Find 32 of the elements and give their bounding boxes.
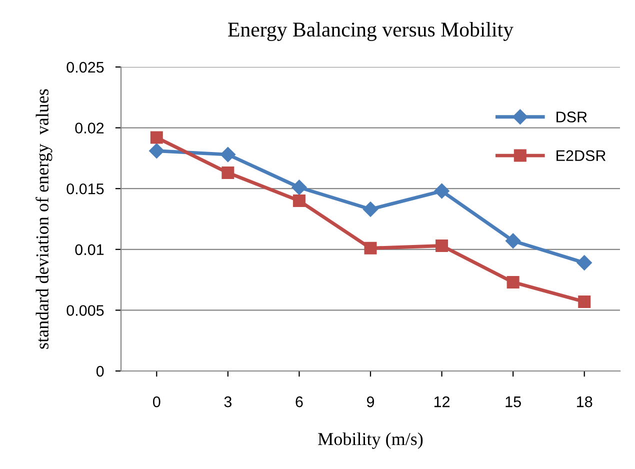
y-tick-label: 0.01 bbox=[75, 244, 104, 256]
y-tick-label: 0.025 bbox=[66, 62, 104, 73]
point bbox=[150, 131, 163, 144]
legend-label: DSR bbox=[556, 112, 587, 122]
y-tick-label: 0 bbox=[96, 366, 104, 377]
x-tick-label: 15 bbox=[506, 396, 521, 408]
point bbox=[364, 242, 377, 254]
point bbox=[222, 166, 234, 180]
y-tick-label: 0.015 bbox=[66, 183, 104, 194]
y-tick-label: 0.02 bbox=[75, 122, 104, 134]
point bbox=[436, 240, 448, 252]
point bbox=[506, 276, 520, 288]
point bbox=[506, 233, 521, 248]
point bbox=[292, 194, 306, 208]
point bbox=[362, 202, 378, 217]
x-tick-label: 9 bbox=[366, 396, 374, 408]
x-tick-label: 3 bbox=[224, 396, 232, 408]
point bbox=[434, 183, 450, 199]
legend-label: E2DSR bbox=[556, 150, 606, 162]
y-axis-title: standard deviation of energy values bbox=[36, 89, 52, 349]
point bbox=[576, 255, 592, 270]
point bbox=[292, 180, 307, 195]
chart-title: Energy Balancing versus Mobility bbox=[228, 22, 514, 41]
x-tick-label: 6 bbox=[296, 396, 303, 408]
x-tick-label: 18 bbox=[577, 396, 592, 408]
point bbox=[220, 146, 236, 162]
point bbox=[578, 295, 591, 308]
x-axis-title: Mobility (m/s) bbox=[318, 432, 423, 449]
x-tick-label: 0 bbox=[152, 396, 160, 408]
x-tick-label: 12 bbox=[434, 396, 450, 408]
y-tick-label: 0.005 bbox=[66, 305, 104, 316]
point bbox=[149, 143, 164, 158]
